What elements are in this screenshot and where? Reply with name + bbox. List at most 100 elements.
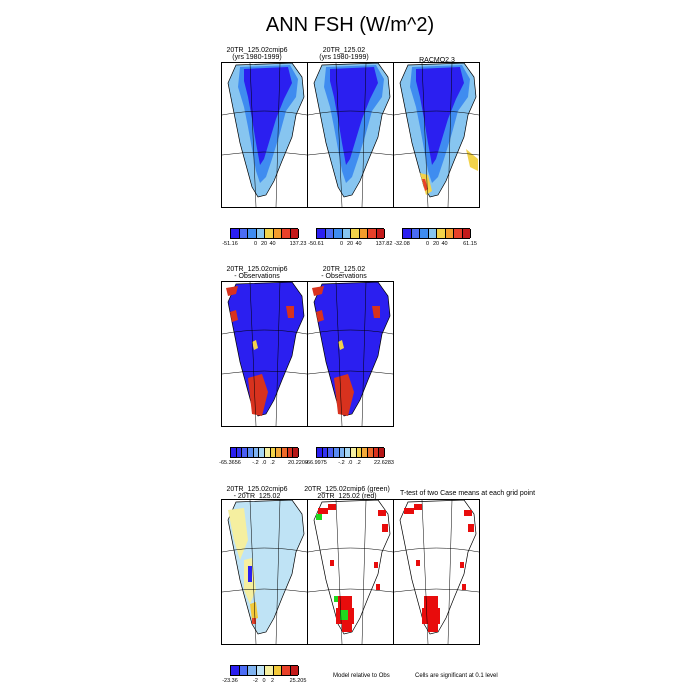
colorbar-swatch (342, 229, 351, 238)
difference-peak (252, 618, 256, 624)
significant-cell (378, 510, 386, 516)
colorbar-tick-label: 2 (270, 678, 275, 684)
positive-bias (248, 374, 268, 416)
map-layer (308, 282, 393, 426)
colorbar-tick-label: .2 (356, 460, 361, 466)
map-panel-r1p2 (307, 62, 394, 208)
colorbar-tick-label: 0 (339, 241, 344, 247)
colorbar-tick-label: -51.16 (222, 241, 238, 247)
colorbar-swatch (334, 229, 343, 238)
colorbar-swatch (428, 229, 437, 238)
colorbar-strip (316, 228, 385, 239)
colorbar-swatch (379, 448, 385, 457)
graticule-line (394, 547, 479, 553)
colorbar-swatch (322, 448, 329, 457)
greenland-map (222, 282, 307, 426)
positive-bias (316, 310, 324, 322)
panel-title-line2: 20TR_125.02 (red) (317, 493, 377, 500)
map-panel-r3p2 (307, 499, 394, 645)
significant-cell (374, 562, 378, 568)
significant-cell (424, 596, 438, 608)
panel-title-r3p3: T-test of two Case means at each grid po… (400, 490, 550, 497)
coastal-high (466, 149, 478, 171)
colorbar-swatch (273, 666, 282, 675)
greenland-map (394, 63, 479, 207)
colorbar-swatch (437, 229, 446, 238)
colorbar-tick-label: 0 (425, 241, 430, 247)
panel-title-line1: T-test of two Case means at each grid po… (400, 490, 536, 497)
positive-bias (230, 310, 238, 322)
panel-title-line1: 20TR_125.02cmip6 (226, 47, 288, 54)
panel-title-line1: 20TR_125.02 (322, 47, 366, 54)
colorbar-tick-label: 20.2209 (288, 460, 308, 466)
panel-title-line1: RACMO2.3 (419, 57, 455, 64)
graticule-line (335, 63, 343, 207)
map-panel-r1p3 (393, 62, 480, 208)
map-panel-r3p3 (393, 499, 480, 645)
greenland-map (308, 500, 393, 644)
colorbar-swatch (256, 666, 265, 675)
colorbar-tick-label: 40 (269, 241, 276, 247)
graticule-line (421, 500, 429, 644)
significant-cell (338, 596, 352, 608)
colorbar-swatch (265, 448, 271, 457)
colorbar-swatch (265, 229, 274, 238)
colorbar-swatch (351, 448, 357, 457)
graticule-line (222, 151, 307, 156)
greenland-map (222, 500, 307, 644)
graticule-line (335, 282, 343, 426)
graticule-line (394, 588, 479, 593)
graticule-line (249, 63, 257, 207)
panel-title-r1p2: 20TR_125.02 (yrs 1980-1999) (294, 47, 394, 61)
colorbar-swatch (290, 229, 299, 238)
colorbar-swatch (411, 229, 420, 238)
difference-positive (228, 508, 248, 560)
colorbar-swatch (317, 448, 323, 457)
colorbar-tick-label: 61.15 (463, 241, 477, 247)
colorbar-swatch (256, 229, 265, 238)
difference-negative (248, 566, 252, 582)
panel-title-line1: 20TR_125.02cmip6 (226, 486, 288, 493)
positive-bias (338, 340, 344, 350)
colorbar-swatch (462, 229, 471, 238)
colorbar-swatch (368, 448, 374, 457)
colorbar-strip (402, 228, 471, 239)
colorbar-tick-label: 25.205 (289, 678, 307, 684)
colorbar-swatch (231, 229, 240, 238)
graticule-line (361, 63, 367, 207)
panel-title-line2: (yrs 1980-1999) (319, 54, 369, 61)
colorbar-swatch (273, 229, 282, 238)
colorbar-swatch (236, 448, 243, 457)
colorbar-strip (230, 447, 299, 458)
colorbar-strip (316, 447, 385, 458)
panel-title-line2: - Observations (234, 273, 280, 280)
map-panel-r2p1 (221, 281, 308, 427)
colorbar-swatch (253, 448, 260, 457)
graticule-line (308, 329, 393, 335)
colorbar-swatch (445, 229, 454, 238)
colorbar-tick-label: -.2 (252, 460, 259, 466)
graticule-line (394, 151, 479, 156)
colorbar-swatch (239, 229, 248, 238)
difference-positive (250, 602, 258, 620)
colorbar-swatch (328, 448, 334, 457)
significant-cell (416, 560, 420, 566)
significant-cell (404, 508, 414, 514)
significant-cell (468, 524, 474, 532)
significant-cell-green (340, 610, 348, 620)
graticule-line (249, 282, 257, 426)
colorbar-tick-label: 40 (441, 241, 448, 247)
colorbar-swatch (282, 229, 291, 238)
graticule-line (447, 500, 453, 644)
graticule-line (275, 63, 281, 207)
graticule-line (335, 500, 343, 644)
colorbar-swatch (282, 448, 288, 457)
significant-cell (428, 624, 438, 632)
colorbar-swatch (376, 229, 385, 238)
positive-bias (252, 340, 258, 350)
significant-cell (460, 562, 464, 568)
significant-cell (414, 504, 422, 510)
colorbar-swatch (317, 229, 326, 238)
graticule-line (361, 500, 367, 644)
colorbar-swatch (239, 666, 248, 675)
